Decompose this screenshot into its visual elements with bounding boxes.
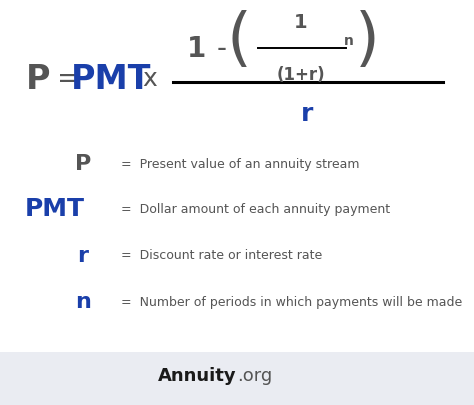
- Text: PMT: PMT: [25, 196, 84, 221]
- Text: =  Dollar amount of each annuity payment: = Dollar amount of each annuity payment: [121, 202, 390, 215]
- FancyBboxPatch shape: [0, 352, 474, 405]
- Text: P: P: [75, 154, 91, 174]
- Text: 1: 1: [187, 35, 206, 62]
- Text: =  Discount rate or interest rate: = Discount rate or interest rate: [121, 249, 322, 262]
- Text: n: n: [75, 292, 91, 312]
- Text: =: =: [57, 65, 81, 93]
- Text: .org: .org: [237, 366, 272, 384]
- Text: r: r: [77, 245, 89, 265]
- Text: 1: 1: [294, 13, 308, 32]
- Text: Annuity: Annuity: [158, 366, 237, 384]
- Text: (1+r): (1+r): [277, 66, 325, 84]
- Text: x: x: [142, 67, 157, 91]
- Text: P: P: [26, 62, 50, 96]
- Text: ): ): [355, 10, 380, 71]
- Text: (: (: [227, 10, 252, 71]
- Text: -: -: [217, 35, 227, 62]
- Text: =  Number of periods in which payments will be made: = Number of periods in which payments wi…: [121, 295, 462, 308]
- Text: PMT: PMT: [71, 62, 152, 96]
- Text: r: r: [301, 101, 313, 126]
- Text: n: n: [344, 34, 353, 47]
- Text: =  Present value of an annuity stream: = Present value of an annuity stream: [121, 158, 359, 171]
